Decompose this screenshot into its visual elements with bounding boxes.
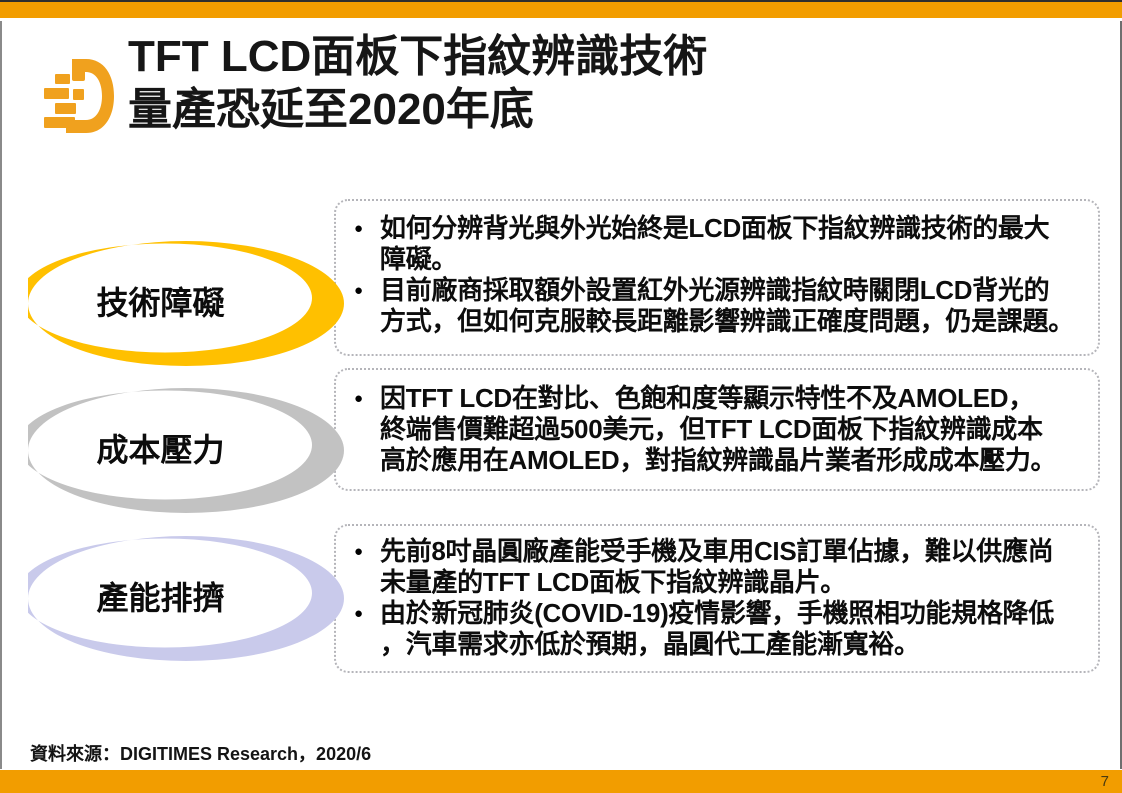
bullet-item: ● 先前8吋晶圓廠產能受手機及車用CIS訂單佔據，難以供應尚 未量產的TFT L…	[336, 536, 1098, 598]
bullet-marker: ●	[354, 220, 364, 237]
crescent-label: 成本壓力	[96, 432, 225, 468]
bullet-item: ● 目前廠商採取額外設置紅外光源辨識指紋時關閉LCD背光的 方式，但如何克服較長…	[336, 275, 1098, 337]
bullet-box-technical-obstacles: ● 如何分辨背光與外光始終是LCD面板下指紋辨識技術的最大 障礙。 ● 目前廠商…	[334, 199, 1100, 356]
bullet-text: 如何分辨背光與外光始終是LCD面板下指紋辨識技術的最大 障礙。	[380, 213, 1050, 274]
bullet-marker: ●	[354, 605, 364, 622]
bullet-marker: ●	[354, 390, 364, 407]
page-number: 7	[1100, 773, 1109, 790]
bottom-accent-bar: 7	[0, 770, 1122, 793]
slide-title-line2: 量產恐延至2020年底	[128, 85, 534, 134]
bullet-item: ● 因TFT LCD在對比、色飽和度等顯示特性不及AMOLED， 終端售價難超過…	[336, 383, 1098, 476]
digitimes-logo-icon	[44, 59, 114, 133]
left-frame-border	[0, 21, 2, 769]
slide-title: TFT LCD面板下指紋辨識技術 量產恐延至2020年底	[128, 30, 1068, 136]
crescent-capacity-crowding: 產能排擠	[28, 536, 344, 661]
crescent-cost-pressure: 成本壓力	[28, 388, 344, 513]
bullet-marker: ●	[354, 282, 364, 299]
bullet-item: ● 由於新冠肺炎(COVID-19)疫情影響，手機照相功能規格降低 ，汽車需求亦…	[336, 598, 1098, 660]
bullet-box-capacity-crowding: ● 先前8吋晶圓廠產能受手機及車用CIS訂單佔據，難以供應尚 未量產的TFT L…	[334, 524, 1100, 673]
slide-title-line1: TFT LCD面板下指紋辨識技術	[128, 32, 708, 81]
bullet-text: 先前8吋晶圓廠產能受手機及車用CIS訂單佔據，難以供應尚 未量產的TFT LCD…	[380, 536, 1054, 597]
source-note: 資料來源：DIGITIMES Research，2020/6	[30, 744, 372, 764]
crescent-label: 技術障礙	[96, 285, 225, 321]
crescent-technical-obstacles: 技術障礙	[28, 241, 344, 366]
slide-top-edge	[0, 0, 1122, 2]
bullet-text: 目前廠商採取額外設置紅外光源辨識指紋時關閉LCD背光的 方式，但如何克服較長距離…	[380, 275, 1074, 336]
bullet-marker: ●	[354, 543, 364, 560]
bullet-box-cost-pressure: ● 因TFT LCD在對比、色飽和度等顯示特性不及AMOLED， 終端售價難超過…	[334, 368, 1100, 491]
bullet-text: 因TFT LCD在對比、色飽和度等顯示特性不及AMOLED， 終端售價難超過50…	[380, 383, 1057, 475]
bullet-item: ● 如何分辨背光與外光始終是LCD面板下指紋辨識技術的最大 障礙。	[336, 213, 1098, 275]
top-accent-bar	[0, 2, 1122, 18]
bullet-text: 由於新冠肺炎(COVID-19)疫情影響，手機照相功能規格降低 ，汽車需求亦低於…	[380, 598, 1054, 659]
crescent-label: 產能排擠	[96, 580, 225, 616]
right-frame-border	[1120, 21, 1122, 769]
